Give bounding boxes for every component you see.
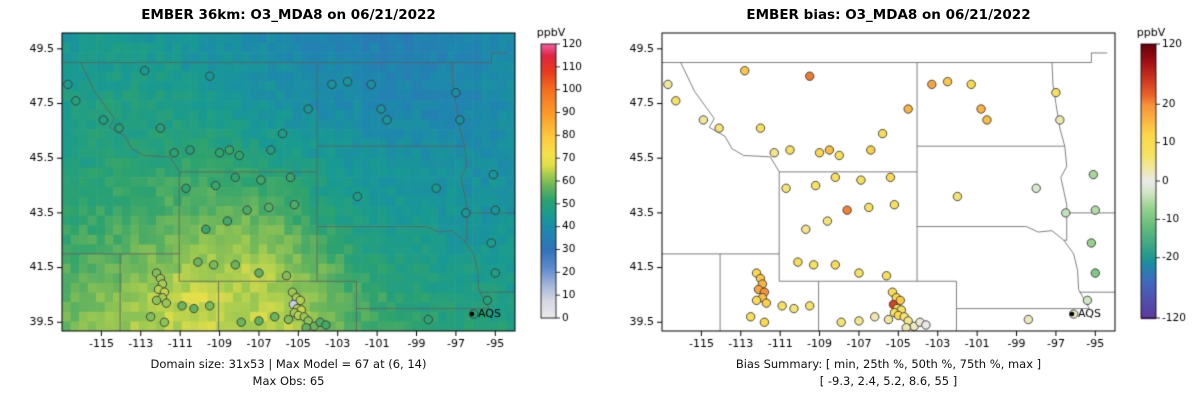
model-map-captions: Domain size: 31x53 | Max Model = 67 at (…: [62, 356, 515, 390]
bias-map-panel: EMBER bias: O3_MDA8 on 06/21/2022 Bias S…: [600, 0, 1200, 409]
bias-map-title: EMBER bias: O3_MDA8 on 06/21/2022: [746, 7, 1031, 23]
domain-size-caption: Domain size: 31x53 | Max Model = 67 at (…: [150, 357, 427, 371]
bias-summary-caption: Bias Summary: [ min, 25th %, 50th %, 75t…: [735, 357, 1042, 371]
model-map-title: EMBER 36km: O3_MDA8 on 06/21/2022: [141, 7, 436, 23]
bias-values-caption: [ -9.3, 2.4, 5.2, 8.6, 55 ]: [819, 374, 958, 388]
model-map-canvas: [0, 0, 600, 409]
bias-map-captions: Bias Summary: [ min, 25th %, 50th %, 75t…: [662, 356, 1115, 390]
bias-map-canvas: [600, 0, 1200, 409]
model-map-panel: EMBER 36km: O3_MDA8 on 06/21/2022 Domain…: [0, 0, 600, 409]
max-obs-caption: Max Obs: 65: [252, 374, 325, 388]
